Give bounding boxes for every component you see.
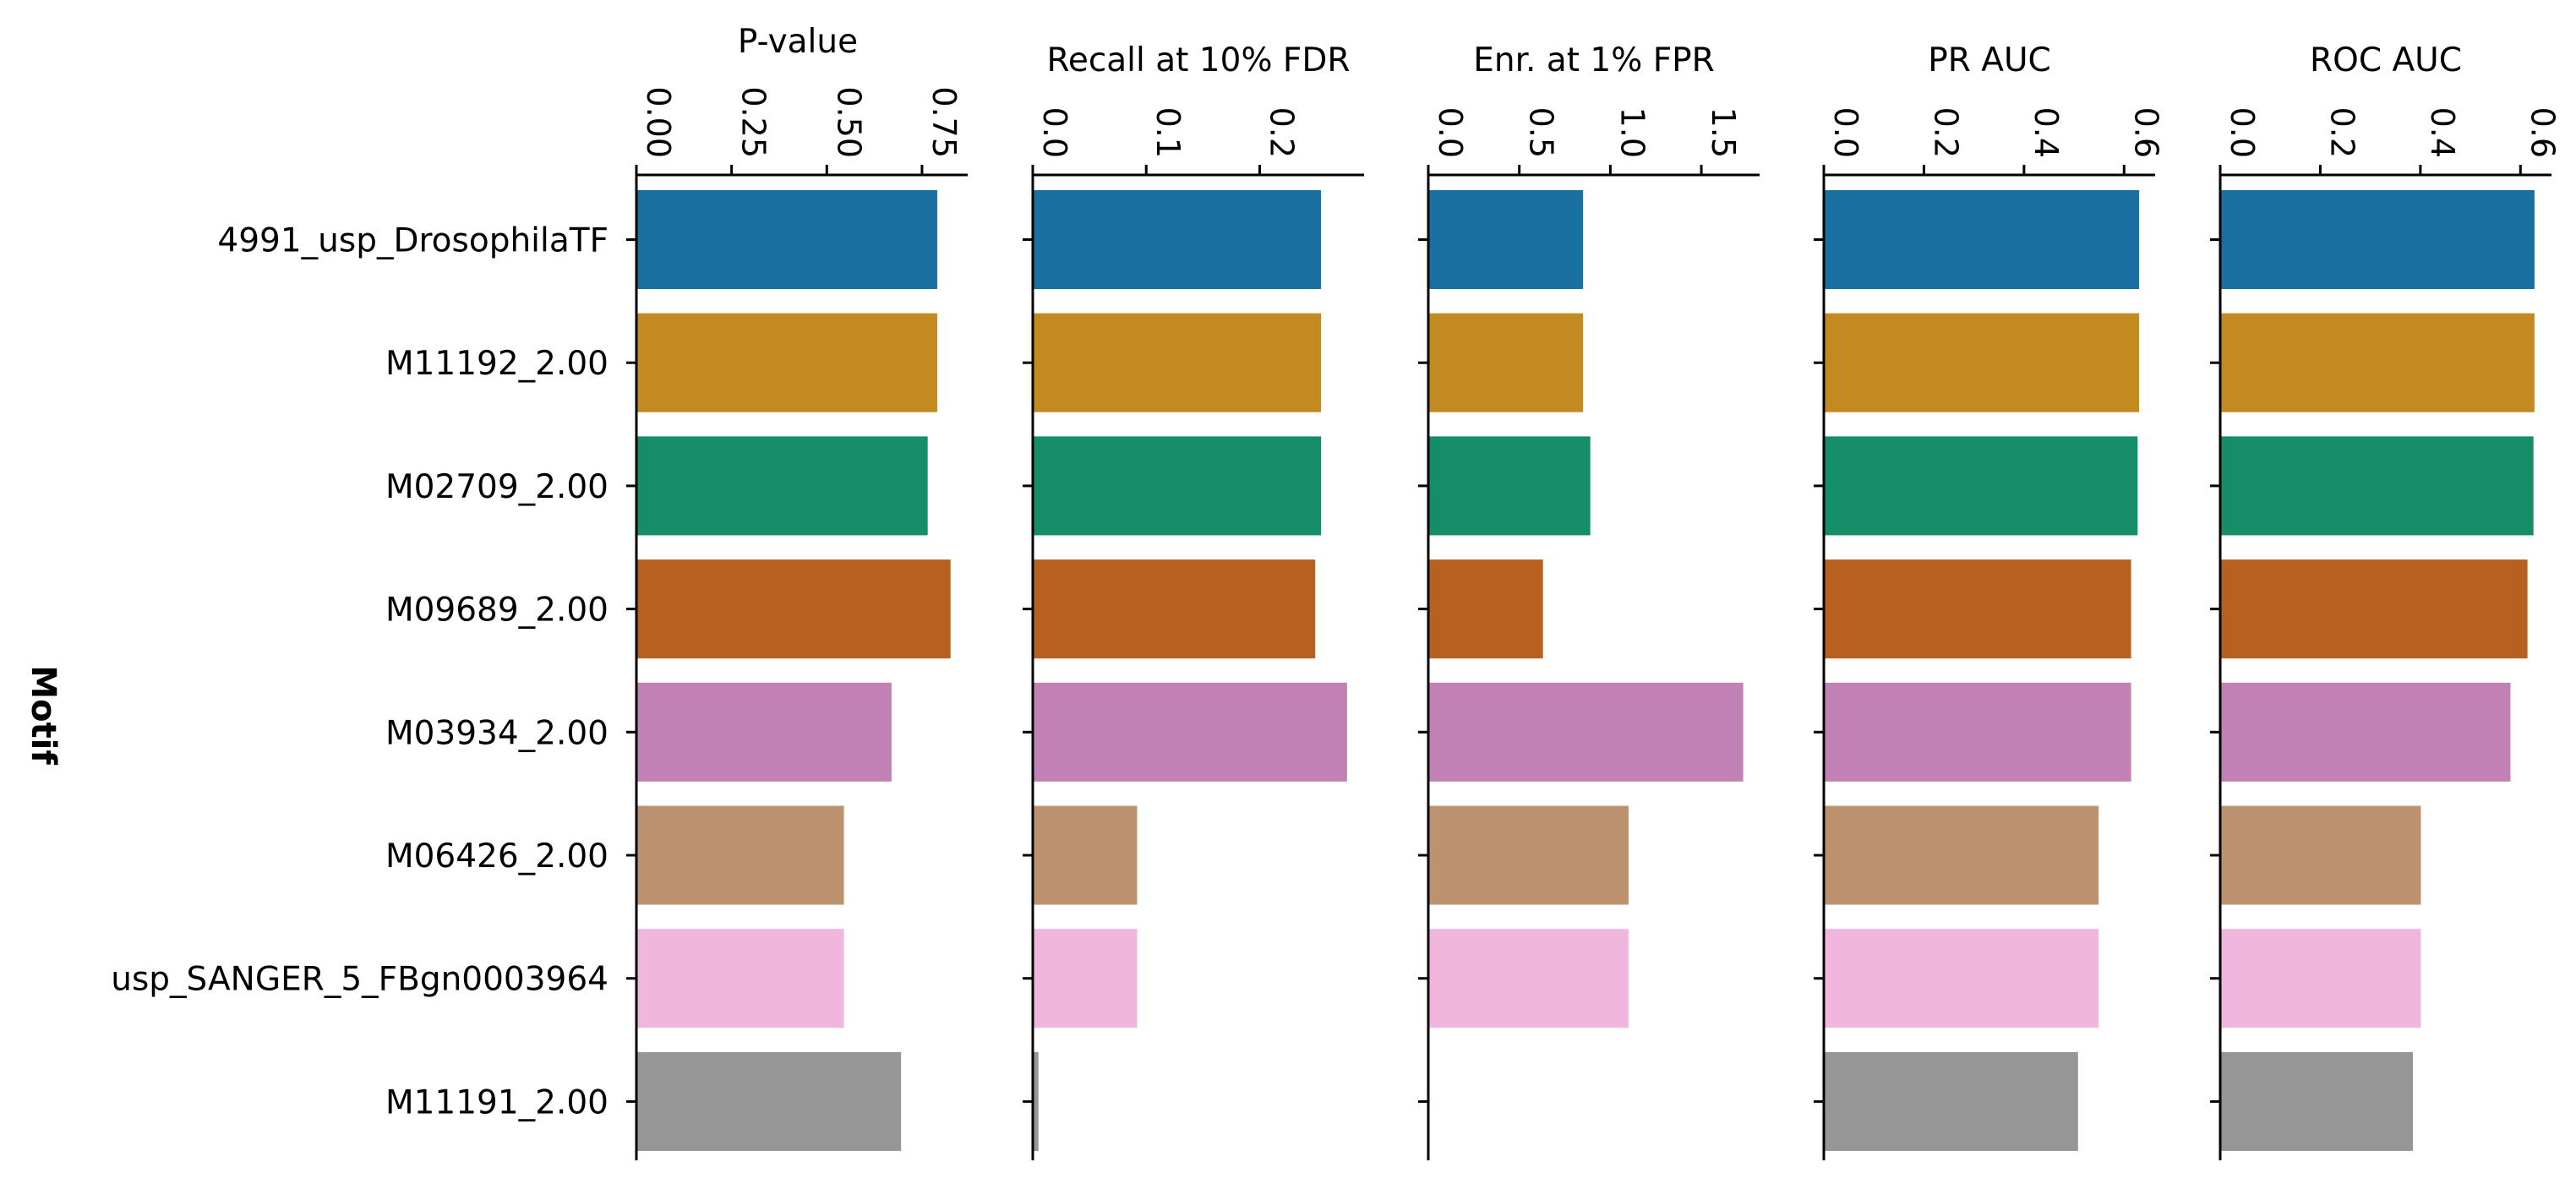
- bar: [1033, 929, 1138, 1028]
- x-tick-label: 0.4: [2424, 107, 2461, 158]
- x-tick-label: 0.6: [2127, 107, 2164, 158]
- panel-title: Enr. at 1% FPR: [1473, 41, 1715, 79]
- bar: [1428, 559, 1543, 659]
- motif-label: M11191_2.00: [385, 1083, 609, 1121]
- motif-label: M03934_2.00: [385, 714, 609, 752]
- panel-title: PR AUC: [1928, 41, 2050, 79]
- panel-title: P-value: [738, 23, 858, 61]
- motif-label: M06426_2.00: [385, 838, 609, 876]
- panel-title: ROC AUC: [2310, 41, 2462, 79]
- motif-labels: 4991_usp_DrosophilaTF M11192_2.00 M02709_2…: [111, 222, 609, 1122]
- x-tick-label: 0.00: [640, 86, 677, 158]
- bar: [1033, 559, 1316, 659]
- bar: [1428, 805, 1629, 905]
- chart-panel: 0.0 0.1 0.2 Recall at 10% FDR: [1023, 41, 1364, 1160]
- x-tick-label: 0.0: [1036, 107, 1073, 158]
- chart-panel: 0.0 0.5 1.0 1.5 Enr. at 1% FPR: [1418, 41, 1760, 1160]
- x-tick-label: 0.75: [925, 86, 963, 158]
- x-tick-label: 0.2: [1263, 107, 1300, 158]
- bar: [2220, 805, 2421, 905]
- bar: [1033, 436, 1321, 536]
- chart-panel: 0.0 0.2 0.4 0.6 PR AUC: [1814, 41, 2164, 1160]
- bar: [636, 682, 892, 782]
- bar: [636, 313, 937, 412]
- bar: [1033, 190, 1321, 289]
- bar: [2220, 929, 2421, 1028]
- bar: [1824, 313, 2140, 412]
- bar: [2220, 436, 2534, 536]
- x-tick-label: 0.6: [2524, 107, 2561, 158]
- bar: [1428, 682, 1744, 782]
- x-tick-label: 0.2: [2323, 107, 2360, 158]
- bar: [1033, 313, 1321, 412]
- chart-panel: 0.00 0.25 0.50 0.75 P-value: [626, 23, 968, 1160]
- chart-panels: 0.00 0.25 0.50 0.75 P-value 0.0 0.1 0.2 Recall a…: [626, 23, 2561, 1160]
- x-tick-label: 0.50: [830, 86, 867, 158]
- bar: [636, 559, 951, 659]
- x-tick-label: 0.1: [1149, 107, 1187, 158]
- bar: [2220, 1051, 2413, 1151]
- bar: [2220, 190, 2535, 289]
- x-tick-label: 1.5: [1705, 107, 1742, 158]
- bar: [2220, 682, 2511, 782]
- bar: [1824, 682, 2131, 782]
- bar: [1428, 313, 1584, 412]
- bar: [1428, 436, 1591, 536]
- bar: [1428, 190, 1584, 289]
- bar: [1824, 190, 2140, 289]
- motif-label: M11192_2.00: [385, 345, 609, 383]
- x-tick-label: 0.0: [1827, 107, 1864, 158]
- bar: [1824, 436, 2138, 536]
- motif-label: 4991_usp_DrosophilaTF: [217, 222, 609, 260]
- x-tick-label: 0.2: [1927, 107, 1964, 158]
- bar: [1824, 1051, 2078, 1151]
- bar: [1824, 929, 2099, 1028]
- bar: [636, 436, 928, 536]
- bar: [1033, 1051, 1039, 1151]
- x-tick-label: 0.25: [735, 86, 772, 158]
- x-tick-label: 0.0: [2224, 107, 2261, 158]
- bar: [636, 929, 844, 1028]
- y-axis-title: Motif: [24, 665, 63, 765]
- motif-label: usp_SANGER_5_FBgn0003964: [111, 961, 609, 999]
- bar: [1033, 682, 1347, 782]
- chart-panel: 0.0 0.2 0.4 0.6 ROC AUC: [2210, 41, 2561, 1160]
- x-tick-label: 0.5: [1523, 107, 1560, 158]
- motif-label: M09689_2.00: [385, 592, 609, 630]
- bar: [1824, 805, 2099, 905]
- bar: [1824, 559, 2131, 659]
- bar: [1033, 805, 1138, 905]
- motif-label: M02709_2.00: [385, 468, 609, 506]
- x-tick-label: 0.4: [2028, 107, 2065, 158]
- bar: [2220, 559, 2528, 659]
- bar: [636, 190, 937, 289]
- x-tick-label: 0.0: [1432, 107, 1469, 158]
- x-tick-label: 1.0: [1613, 107, 1651, 158]
- bar: [2220, 313, 2535, 412]
- bar: [1428, 929, 1629, 1028]
- bar: [636, 805, 844, 905]
- panel-title: Recall at 10% FDR: [1047, 41, 1351, 79]
- bar: [636, 1051, 902, 1151]
